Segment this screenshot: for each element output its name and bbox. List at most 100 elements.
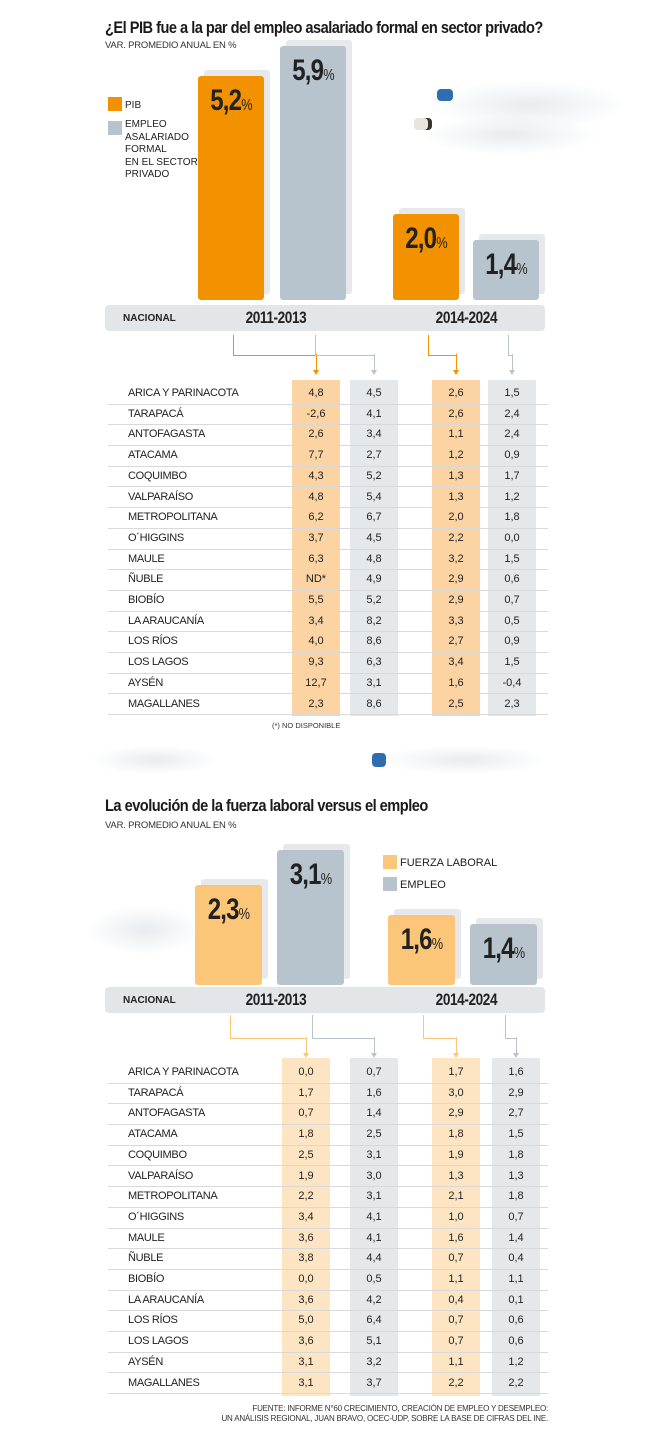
column-band [432, 1058, 480, 1396]
table-cell: 3,1 [366, 1148, 382, 1161]
table-cell: 1,4 [508, 1231, 524, 1244]
legend-label-pib: PIB [125, 100, 142, 111]
table-cell: 1,6 [508, 1066, 524, 1078]
region-name: ARICA Y PARINACOTA [128, 387, 239, 399]
region-name: MAULE [128, 1231, 165, 1244]
table-cell: 2,2 [448, 1376, 464, 1389]
table-row: LA ARAUCANÍA 3,6 4,2 0,4 0,1 [108, 1290, 548, 1312]
table-cell: 1,3 [448, 490, 464, 503]
table-cell: 0,7 [504, 594, 520, 606]
connector-arrow [374, 354, 375, 372]
table-cell: 6,2 [308, 511, 324, 524]
table-row: VALPARAÍSO 4,8 5,4 1,3 1,2 [108, 487, 548, 509]
region-name: MAGALLANES [128, 697, 200, 710]
region-name: AYSÉN [128, 1355, 163, 1368]
table-row: METROPOLITANA 6,2 6,7 2,0 1,8 [108, 507, 548, 529]
region-name: METROPOLITANA [128, 1190, 218, 1203]
table-cell: 3,2 [366, 1355, 382, 1368]
bar-value-label: 2,0% [400, 222, 453, 256]
table-row: ANTOFAGASTA 2,6 3,4 1,1 2,4 [108, 424, 548, 447]
table-cell: 5,0 [298, 1314, 314, 1327]
percent-sign: % [516, 260, 527, 278]
region-name: ANTOFAGASTA [128, 1107, 205, 1120]
connector-arrow [316, 354, 317, 372]
table-cell: 1,5 [504, 387, 520, 399]
table-cell: 0,6 [508, 1335, 524, 1348]
chart-title: ¿El PIB fue a la par del empleo asalaria… [105, 18, 543, 37]
table-cell: 2,6 [448, 387, 464, 399]
table-cell: 5,1 [366, 1335, 382, 1348]
table-cell: 3,6 [298, 1293, 314, 1306]
chart-subtitle: VAR. PROMEDIO ANUAL EN % [105, 40, 237, 51]
cloud-decoration [420, 115, 600, 155]
table-cell: 0,4 [508, 1252, 524, 1265]
arrow-head-icon [371, 1053, 377, 1058]
table-cell: 2,7 [448, 635, 464, 648]
percent-sign: % [241, 97, 252, 115]
bar-value: 5,9 [292, 54, 324, 88]
table-cell: 3,6 [298, 1335, 314, 1348]
table-cell: 1,5 [504, 552, 520, 565]
table-cell: 7,7 [308, 449, 324, 462]
table-cell: 1,9 [448, 1148, 464, 1161]
table-row: ARICA Y PARINACOTA 0,0 0,7 1,7 1,6 [108, 1062, 548, 1084]
table-cell: 2,7 [508, 1107, 524, 1120]
connector-arrow [456, 354, 457, 372]
connector-line [230, 1015, 307, 1039]
bar-value-label: 1,6% [395, 923, 449, 957]
region-name: COQUIMBO [128, 469, 187, 482]
bar-value: 1,6 [400, 923, 433, 957]
bar-series1-2014-2024: 1,6% [388, 915, 455, 985]
table-cell: 1,3 [508, 1169, 524, 1182]
bar-value-label: 1,4% [477, 932, 531, 966]
table-row: ÑUBLE ND* 4,9 2,9 0,6 [108, 569, 548, 591]
bar-series1-2011-2013: 2,3% [195, 884, 262, 985]
table-cell: 4,8 [308, 490, 324, 503]
connector-line [315, 335, 375, 356]
table-row: VALPARAÍSO 1,9 3,0 1,3 1,3 [108, 1166, 548, 1188]
table-cell: 1,9 [298, 1169, 314, 1182]
person-white-icon [414, 118, 428, 130]
bar-value-label: 1,4% [480, 248, 533, 282]
table-cell: 2,5 [366, 1128, 382, 1141]
table-cell: 3,4 [298, 1210, 314, 1223]
table-cell: 1,6 [366, 1086, 382, 1099]
table-row: ANTOFAGASTA 0,7 1,4 2,9 2,7 [108, 1103, 548, 1126]
table-cell: 5,2 [366, 594, 382, 606]
table-cell: 3,0 [366, 1169, 382, 1182]
table-cell: 1,5 [504, 656, 520, 669]
region-name: TARAPACÁ [128, 407, 184, 420]
cloud-decoration [380, 745, 550, 775]
arrow-head-icon [509, 370, 515, 375]
table-cell: 2,9 [448, 573, 464, 586]
arrow-head-icon [513, 1053, 519, 1058]
bar-value: 2,3 [207, 892, 240, 926]
national-row: NACIONAL 2011-2013 2014-2024 [105, 987, 545, 1013]
bar-series2-2011-2013: 3,1% [277, 850, 344, 985]
table-cell: 2,1 [448, 1190, 464, 1203]
national-label: NACIONAL [123, 313, 176, 324]
table-cell: 8,2 [366, 614, 382, 627]
region-name: MAGALLANES [128, 1376, 200, 1389]
table-cell: 0,9 [504, 449, 520, 462]
national-row: NACIONAL 2011-2013 2014-2024 [105, 305, 545, 331]
table-cell: 1,1 [448, 428, 464, 441]
table-cell: 2,6 [308, 428, 324, 441]
table-cell: 2,2 [298, 1190, 314, 1203]
table-cell: 0,5 [366, 1273, 382, 1285]
table-cell: 1,4 [366, 1107, 382, 1120]
table-row: LA ARAUCANÍA 3,4 8,2 3,3 0,5 [108, 611, 548, 633]
legend-label: FUERZA LABORAL [400, 857, 498, 869]
table-row: O´HIGGINS 3,4 4,1 1,0 0,7 [108, 1207, 548, 1229]
legend-line: FORMAL [125, 144, 167, 155]
table-cell: 1,1 [448, 1273, 464, 1285]
table-row: BIOBÍO 5,5 5,2 2,9 0,7 [108, 590, 548, 612]
person-blue-icon [372, 753, 386, 767]
table-cell: 12,7 [305, 676, 327, 689]
table-row: MAGALLANES 3,1 3,7 2,2 2,2 [108, 1373, 548, 1395]
table-cell: 0,4 [448, 1293, 464, 1306]
table-cell: 4,2 [366, 1293, 382, 1306]
table-row: ARICA Y PARINACOTA 4,8 4,5 2,6 1,5 [108, 383, 548, 405]
table-cell: 1,7 [298, 1086, 314, 1099]
table-cell: -2,6 [306, 407, 326, 420]
